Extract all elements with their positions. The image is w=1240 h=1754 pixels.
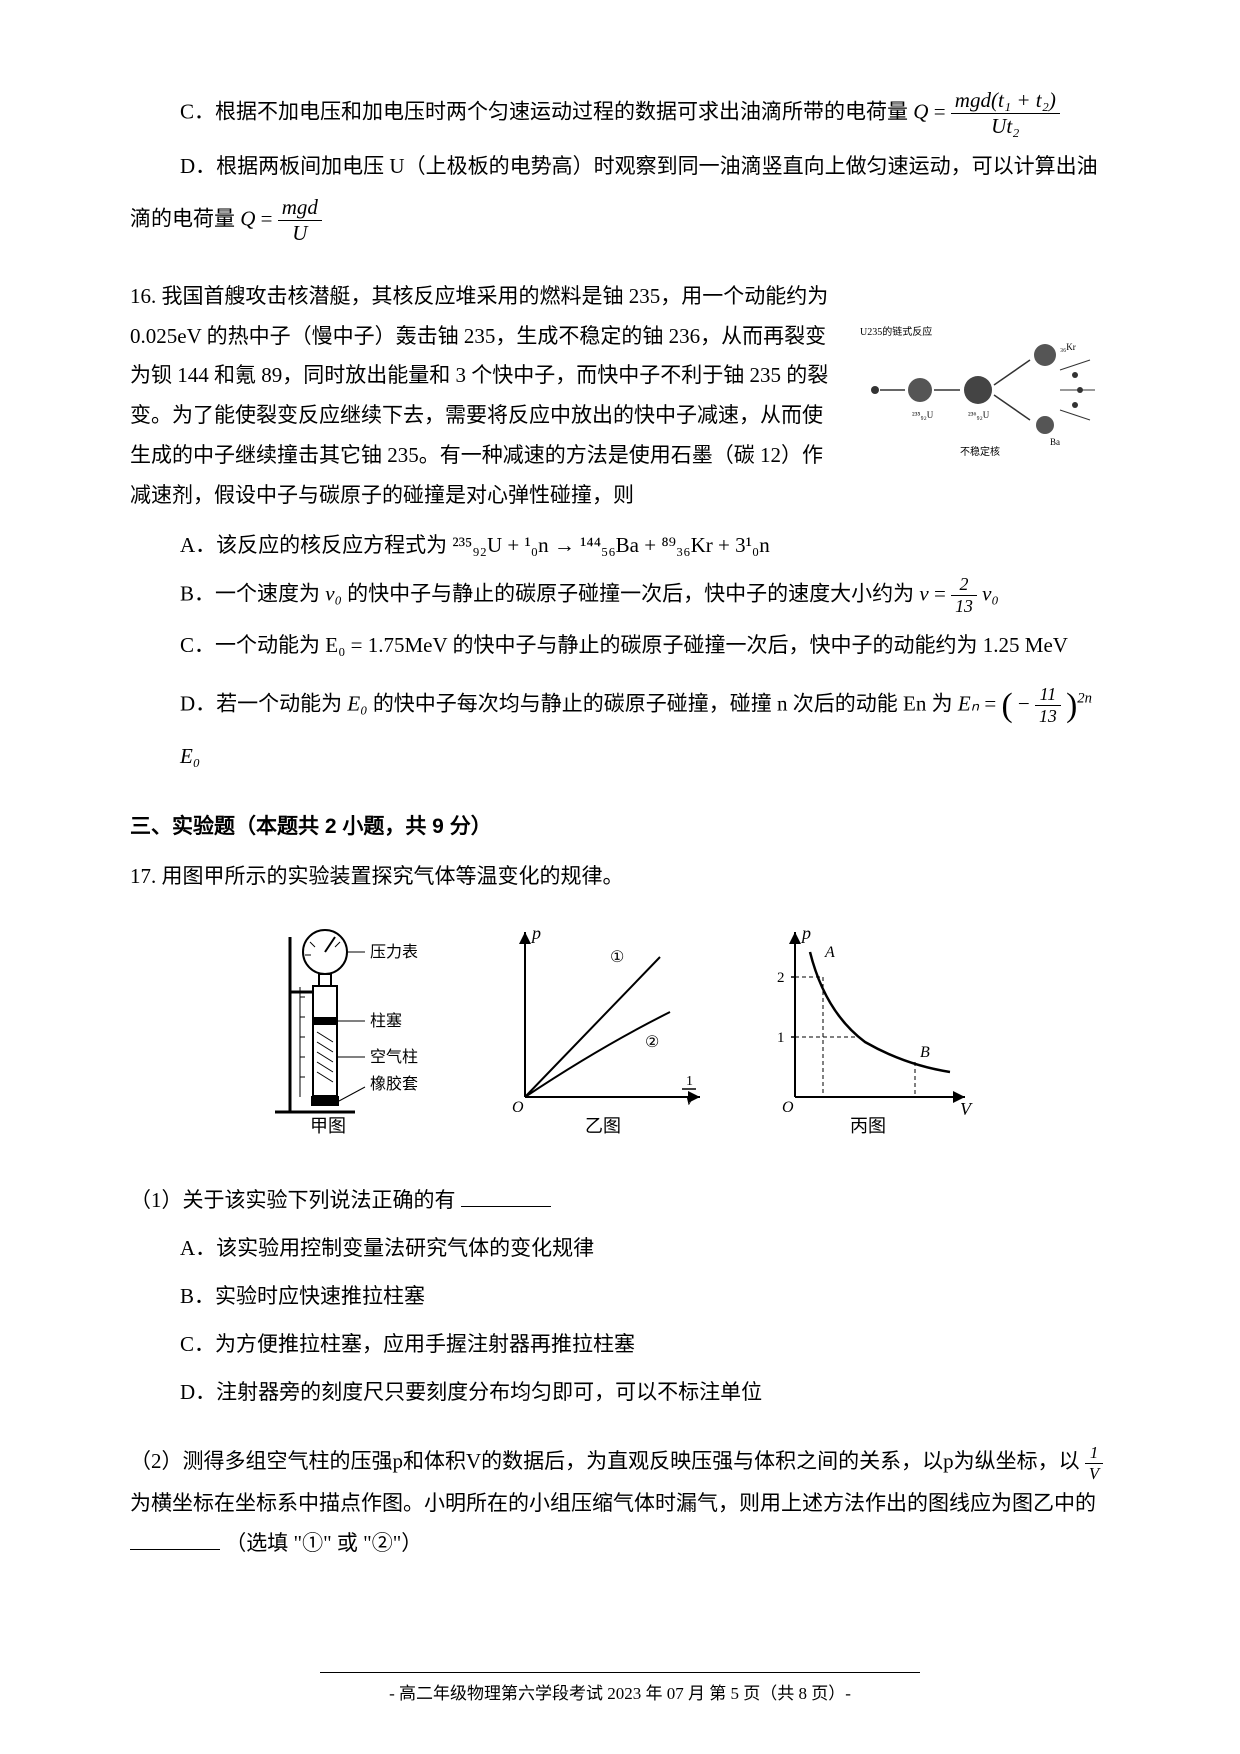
q16-b-eq: = — [934, 582, 951, 606]
fig-yi-label1: ① — [610, 949, 624, 966]
q16-b-frac: 2 13 — [951, 574, 977, 618]
fig-yi-xnum: 1 — [686, 1074, 693, 1089]
nuclear-kr: ₃₆Kr — [1060, 342, 1076, 352]
fig-yi-axis-y: p — [530, 923, 541, 943]
q17-diagrams: 压力表 柱塞 空气柱 橡胶套 甲图 p O — [130, 917, 1110, 1151]
q16-d-mid: 的快中子每次均与静止的碳原子碰撞，碰撞 n 次后的动能 En 为 — [373, 691, 953, 715]
q16-d-prefix: D．若一个动能为 — [180, 691, 342, 715]
fig-jia-rubber: 橡胶套 — [370, 1075, 418, 1093]
q17-option-a: A．该实验用控制变量法研究气体的变化规律 — [180, 1229, 1110, 1269]
fig-jia-caption: 甲图 — [310, 1116, 346, 1136]
page-content: C．根据不加电压和加电压时两个匀速运动过程的数据可求出油滴所带的电荷量 Q = … — [130, 88, 1110, 1564]
q16-b-v0: v₀ — [325, 582, 342, 606]
fig-yi: p O ① ② 1 V 乙图 — [490, 917, 720, 1151]
section-3-title: 三、实验题（本题共 2 小题，共 9 分） — [130, 807, 1110, 847]
q15-option-d: D．根据两板间加电压 U（上极板的电势高）时观察到同一油滴竖直向上做匀速运动，可… — [180, 147, 1110, 187]
fig-yi-caption: 乙图 — [585, 1116, 621, 1136]
nuclear-title: U235的链式反应 — [860, 325, 932, 338]
q16-d-exp: 2n — [1077, 690, 1092, 706]
q17-sub1: （1）关于该实验下列说法正确的有 — [130, 1181, 1110, 1221]
nuclear-u236: ²³⁶₉₂U — [968, 410, 990, 420]
option-d-eq: = — [261, 207, 278, 231]
nuclear-u235: ²³⁵₉₂U — [912, 410, 934, 420]
q16-option-a: A．该反应的核反应方程式为 ²³⁵₉₂U + ¹₀n → ¹⁴⁴₅₆Ba + ⁸… — [180, 526, 1110, 566]
nuclear-unstable: 不稳定核 — [960, 445, 1000, 458]
fig-yi-origin: O — [512, 1099, 524, 1116]
q17-sub2-den: V — [1085, 1464, 1103, 1484]
q16-b-suffix: v₀ — [982, 582, 999, 606]
q17-sub2-frac: 1 V — [1085, 1443, 1103, 1484]
option-d-den: U — [278, 221, 322, 246]
page-footer: - 高二年级物理第六学段考试 2023 年 07 月 第 5 页（共 8 页）- — [0, 1672, 1240, 1704]
q16-d-suffix: E₀ — [180, 744, 200, 768]
q17-sub2-line3: （选填 "①" 或 "②"） — [130, 1524, 1110, 1564]
q17-sub1-prefix: （1）关于该实验下列说法正确的有 — [130, 1188, 456, 1212]
q17-sub2: （2）测得多组空气柱的压强p和体积V的数据后，为直观反映压强与体积之间的关系，以… — [130, 1442, 1110, 1484]
nuclear-ba: Ba — [1050, 437, 1060, 447]
option-c-fraction: mgd(t₁ + t₂) Ut₂ — [951, 88, 1060, 139]
fig-bing-a: A — [824, 944, 835, 961]
fig-bing-y2: 2 — [777, 970, 785, 986]
q16-b-num: 2 — [951, 574, 977, 596]
q16-option-d: D．若一个动能为 E₀ 的快中子每次均与静止的碳原子碰撞，碰撞 n 次后的动能 … — [180, 674, 1110, 778]
option-d-line1: D．根据两板间加电压 U（上极板的电势高）时观察到同一油滴竖直向上做匀速运动，可… — [180, 154, 1098, 178]
fig-jia: 压力表 柱塞 空气柱 橡胶套 甲图 — [255, 917, 455, 1151]
option-d-num: mgd — [278, 195, 322, 221]
q16-b-mid: 的快中子与静止的碳原子碰撞一次后，快中子的速度大小约为 — [347, 582, 914, 606]
q16-b-v: v — [919, 582, 928, 606]
q16-d-frac: 11 13 — [1035, 684, 1061, 728]
fig-jia-gauge: 压力表 — [370, 943, 418, 961]
fig-yi-label2: ② — [645, 1034, 659, 1051]
q16-a-text: A．该反应的核反应方程式为 ²³⁵₉₂U + ¹₀n → ¹⁴⁴₅₆Ba + ⁸… — [180, 533, 770, 557]
q17-option-d: D．注射器旁的刻度尺只要刻度分布均匀即可，可以不标注单位 — [180, 1373, 1110, 1413]
q16-option-b: B．一个速度为 v₀ 的快中子与静止的碳原子碰撞一次后，快中子的速度大小约为 v… — [180, 574, 1110, 618]
nuclear-fission-diagram: U235的链式反应 ²³⁵₉₂U ²³⁶₉₂U ₃₆Kr Ba 不稳定核 — [850, 320, 1110, 460]
q16-text: 16. 我国首艘攻击核潜艇，其核反应堆采用的燃料是铀 235，用一个动能约为 0… — [130, 284, 828, 507]
q16-d-num: 11 — [1035, 684, 1061, 706]
fig-jia-piston: 柱塞 — [370, 1012, 402, 1030]
option-c-den: Ut₂ — [951, 114, 1060, 139]
q16-d-e0: E₀ — [347, 691, 367, 715]
q17-sub2-prefix: （2）测得多组空气柱的压强p和体积V的数据后，为直观反映压强与体积之间的关系，以… — [130, 1449, 1080, 1473]
option-c-text: C．根据不加电压和加电压时两个匀速运动过程的数据可求出油滴所带的电荷量 — [180, 100, 913, 124]
q16-d-en: Eₙ — [958, 691, 979, 715]
fig-jia-air: 空气柱 — [370, 1048, 418, 1066]
q17-sub2-line2-text: 为横坐标在坐标系中描点作图。小明所在的小组压缩气体时漏气，则用上述方法作出的图线… — [130, 1491, 1096, 1515]
q16-d-eq: = — [984, 691, 1001, 715]
q17-sub2-num: 1 — [1085, 1443, 1103, 1464]
option-d-q: Q — [240, 207, 255, 231]
q16-d-den: 13 — [1035, 706, 1061, 727]
fig-bing-origin: O — [782, 1099, 794, 1116]
fig-bing-caption: 丙图 — [850, 1116, 886, 1136]
q17-sub1-blank[interactable] — [461, 1182, 551, 1207]
fig-bing-axis-x: V — [960, 1099, 973, 1119]
q16-b-den: 13 — [951, 596, 977, 617]
fig-bing-y1: 1 — [777, 1030, 785, 1046]
q17-sub2-blank[interactable] — [130, 1525, 220, 1550]
fig-bing: p V O 1 2 A B 丙图 — [755, 917, 985, 1151]
q17-sub2-line2: 为横坐标在坐标系中描点作图。小明所在的小组压缩气体时漏气，则用上述方法作出的图线… — [130, 1484, 1110, 1524]
q15-option-c: C．根据不加电压和加电压时两个匀速运动过程的数据可求出油滴所带的电荷量 Q = … — [180, 88, 1110, 139]
q16-b-prefix: B．一个速度为 — [180, 582, 320, 606]
fig-bing-axis-y: p — [800, 923, 811, 943]
option-d-fraction: mgd U — [278, 195, 322, 246]
footer-text: - 高二年级物理第六学段考试 2023 年 07 月 第 5 页（共 8 页）- — [389, 1684, 851, 1703]
q16-option-c: C．一个动能为 E₀ = 1.75MeV 的快中子与静止的碳原子碰撞一次后，快中… — [180, 626, 1110, 666]
q15-option-d-line2: 滴的电荷量 Q = mgd U — [130, 195, 1110, 246]
fig-bing-b: B — [920, 1044, 930, 1061]
option-c-eq: = — [934, 100, 951, 124]
q17-sub2-suffix: （选填 "①" 或 "②"） — [225, 1531, 422, 1555]
option-d-line2-prefix: 滴的电荷量 — [130, 207, 240, 231]
option-c-formula-q: Q — [913, 100, 928, 124]
q17-option-c: C．为方便推拉柱塞，应用手握注射器再推拉柱塞 — [180, 1325, 1110, 1365]
q16-c-text: C．一个动能为 E₀ = 1.75MeV 的快中子与静止的碳原子碰撞一次后，快中… — [180, 633, 1068, 657]
fig-yi-xden: V — [685, 1094, 695, 1109]
q17-option-b: B．实验时应快速推拉柱塞 — [180, 1277, 1110, 1317]
q17-text: 17. 用图甲所示的实验装置探究气体等温变化的规律。 — [130, 857, 1110, 897]
option-c-num: mgd(t₁ + t₂) — [951, 88, 1060, 114]
